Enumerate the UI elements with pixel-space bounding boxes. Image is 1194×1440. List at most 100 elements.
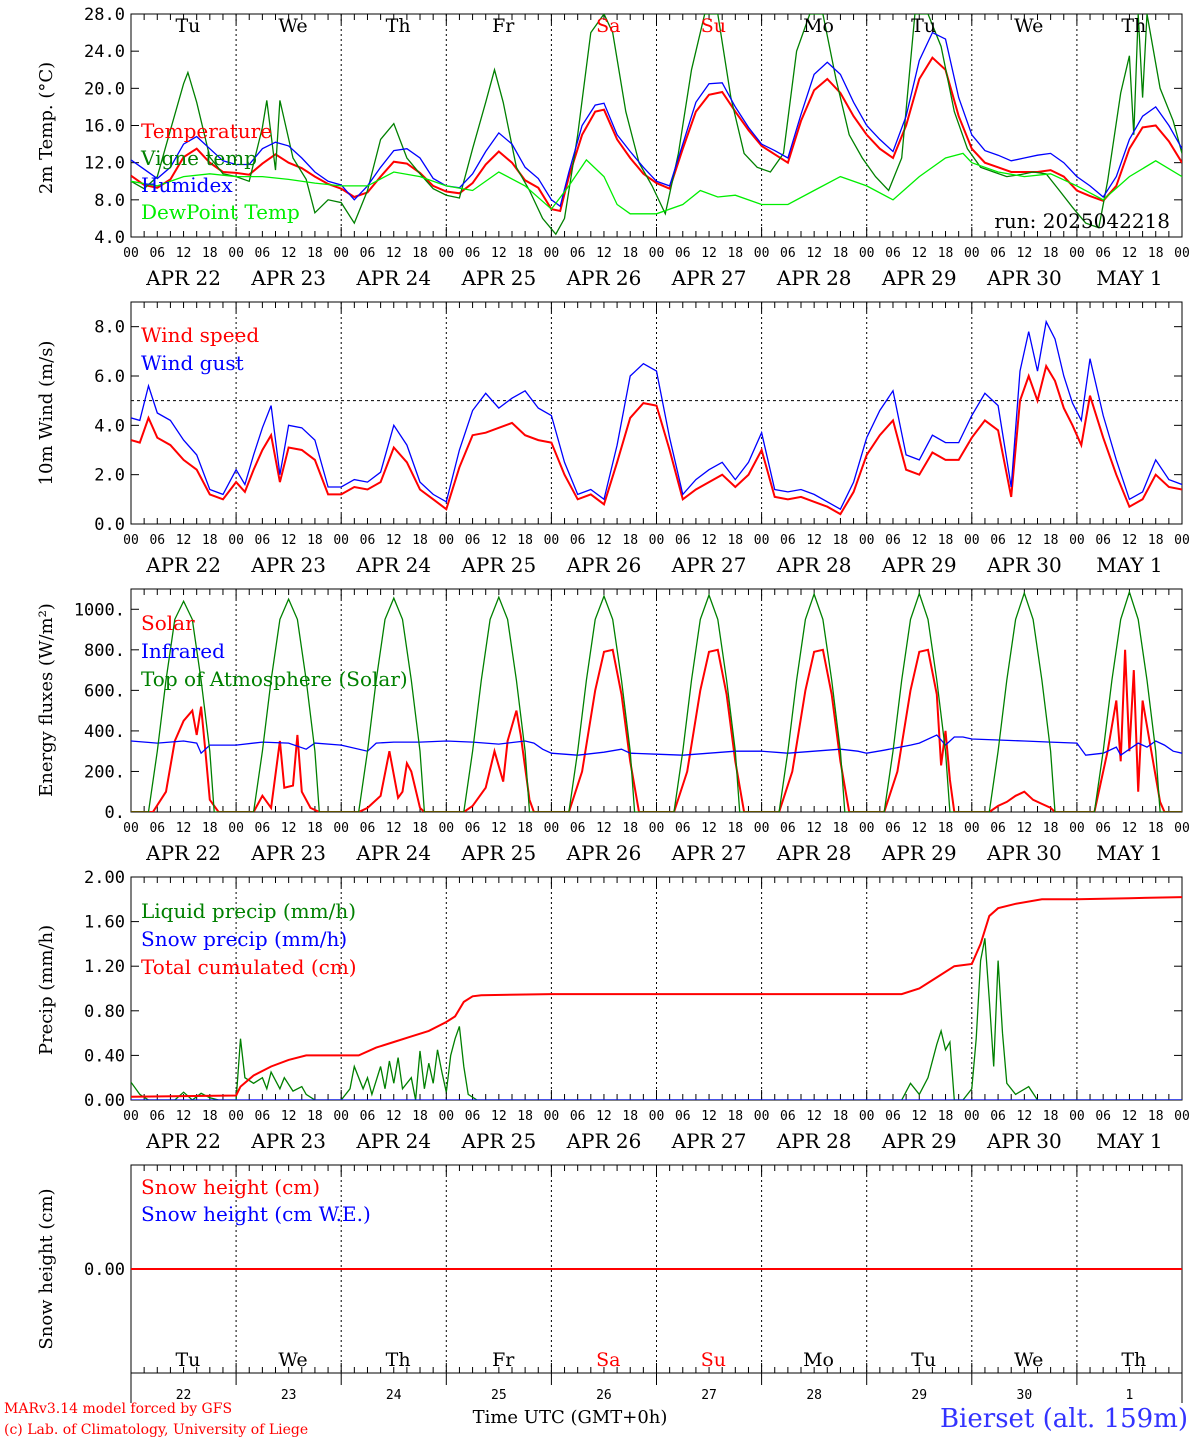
hour-tick-label: 00 xyxy=(859,821,875,836)
hour-tick-label: 12 xyxy=(701,246,717,261)
hour-tick-label: 18 xyxy=(307,1109,323,1124)
hour-tick-label: 12 xyxy=(386,821,402,836)
hour-tick-label: 00 xyxy=(228,1109,244,1124)
series-line-solar xyxy=(131,648,1182,812)
hour-tick-label: 00 xyxy=(544,533,560,548)
weekday-label: Tu xyxy=(911,1349,936,1371)
y-tick-label: 8.0 xyxy=(94,191,125,211)
y-tick-label: 0. xyxy=(105,803,125,823)
hour-tick-label: 00 xyxy=(333,821,349,836)
day-number: 23 xyxy=(281,1388,297,1403)
date-label: APR 28 xyxy=(776,553,852,577)
hour-tick-label: 18 xyxy=(202,246,218,261)
hour-tick-label: 12 xyxy=(386,246,402,261)
weekday-label: We xyxy=(278,1349,307,1371)
weekday-label: Th xyxy=(386,1349,411,1371)
legend-entry: Solar xyxy=(141,611,195,635)
hour-tick-label: 06 xyxy=(990,533,1006,548)
day-number: 25 xyxy=(491,1388,507,1403)
hour-tick-label: 06 xyxy=(149,821,165,836)
hour-tick-label: 00 xyxy=(544,246,560,261)
hour-tick-label: 06 xyxy=(360,1109,376,1124)
station-label: Bierset (alt. 159m) xyxy=(940,1404,1188,1434)
date-label: APR 26 xyxy=(566,266,642,290)
y-axis-label: 2m Temp. (°C) xyxy=(36,62,57,194)
date-label: APR 26 xyxy=(566,553,642,577)
legend-entry: Temperature xyxy=(141,119,272,143)
hour-tick-label: 00 xyxy=(754,1109,770,1124)
weekday-label: Th xyxy=(1121,15,1146,37)
date-label: APR 23 xyxy=(250,553,326,577)
hour-tick-label: 12 xyxy=(281,1109,297,1124)
legend-entry: Wind gust xyxy=(141,351,244,375)
date-label: APR 22 xyxy=(145,1129,221,1153)
date-label: APR 30 xyxy=(986,841,1062,865)
hour-tick-label: 18 xyxy=(622,533,638,548)
hour-tick-label: 18 xyxy=(1148,1109,1164,1124)
weekday-label: Fr xyxy=(492,15,515,37)
hour-tick-label: 18 xyxy=(1043,533,1059,548)
y-tick-label: 0.80 xyxy=(84,1002,125,1022)
hour-tick-label: 18 xyxy=(307,533,323,548)
hour-tick-label: 12 xyxy=(596,821,612,836)
hour-tick-label: 18 xyxy=(833,246,849,261)
hour-tick-label: 00 xyxy=(964,1109,980,1124)
weekday-label: Su xyxy=(701,15,726,37)
hour-tick-label: 00 xyxy=(859,1109,875,1124)
hour-tick-label: 06 xyxy=(780,246,796,261)
legend-entry: Liquid precip (mm/h) xyxy=(141,899,356,923)
weekday-label: Mo xyxy=(803,15,834,37)
y-tick-label: 6.0 xyxy=(94,367,125,387)
day-number: 26 xyxy=(596,1388,612,1403)
hour-tick-label: 12 xyxy=(1017,821,1033,836)
hour-tick-label: 00 xyxy=(1069,1109,1085,1124)
hour-tick-label: 00 xyxy=(1069,821,1085,836)
y-tick-label: 1.60 xyxy=(84,913,125,933)
hour-tick-label: 00 xyxy=(649,1109,665,1124)
hour-tick-label: 12 xyxy=(281,533,297,548)
hour-tick-label: 06 xyxy=(675,246,691,261)
series-line-top-of-atmosphere-solar- xyxy=(131,589,1182,812)
hour-tick-label: 12 xyxy=(491,246,507,261)
day-number: 30 xyxy=(1017,1388,1033,1403)
hour-tick-label: 18 xyxy=(727,821,743,836)
weekday-label: Tu xyxy=(175,1349,200,1371)
model-credit: MARv3.14 model forced by GFS xyxy=(4,1401,232,1417)
hour-tick-label: 00 xyxy=(544,821,560,836)
day-number: 1 xyxy=(1126,1388,1134,1403)
hour-tick-label: 06 xyxy=(780,821,796,836)
date-label: APR 27 xyxy=(671,553,747,577)
y-tick-label: 1.20 xyxy=(84,957,125,977)
date-label: APR 22 xyxy=(145,553,221,577)
hour-tick-label: 12 xyxy=(386,533,402,548)
legend-entry: Infrared xyxy=(141,639,225,663)
series-line-humidex xyxy=(131,31,1182,208)
legend-entry: Wind speed xyxy=(141,323,259,347)
series-line-vigne-temp xyxy=(131,14,1182,236)
hour-tick-label: 18 xyxy=(938,533,954,548)
weekday-label: Tu xyxy=(911,15,936,37)
hour-tick-label: 00 xyxy=(123,821,139,836)
hour-tick-label: 18 xyxy=(833,1109,849,1124)
weekday-label: Tu xyxy=(175,15,200,37)
legend-entry: Snow precip (mm/h) xyxy=(141,927,347,951)
hour-tick-label: 00 xyxy=(333,246,349,261)
date-label: APR 24 xyxy=(355,841,431,865)
y-tick-label: 2.0 xyxy=(94,466,125,486)
series-line-temperature xyxy=(131,56,1182,213)
y-tick-label: 8.0 xyxy=(94,318,125,338)
hour-tick-label: 12 xyxy=(1122,246,1138,261)
hour-tick-label: 18 xyxy=(622,246,638,261)
panels: 4.08.012.016.020.024.028.02m Temp. (°C) T… xyxy=(36,5,1190,1403)
hour-tick-label: 12 xyxy=(911,821,927,836)
y-tick-label: 28.0 xyxy=(84,5,125,25)
hour-tick-label: 00 xyxy=(438,533,454,548)
hour-tick-label: 06 xyxy=(885,821,901,836)
date-label: APR 30 xyxy=(986,266,1062,290)
hour-tick-label: 12 xyxy=(701,821,717,836)
hour-tick-label: 18 xyxy=(727,246,743,261)
y-axis-label: Energy fluxes (W/m²) xyxy=(36,603,57,797)
date-label: APR 29 xyxy=(881,266,957,290)
date-label: APR 22 xyxy=(145,841,221,865)
day-number: 22 xyxy=(176,1388,192,1403)
